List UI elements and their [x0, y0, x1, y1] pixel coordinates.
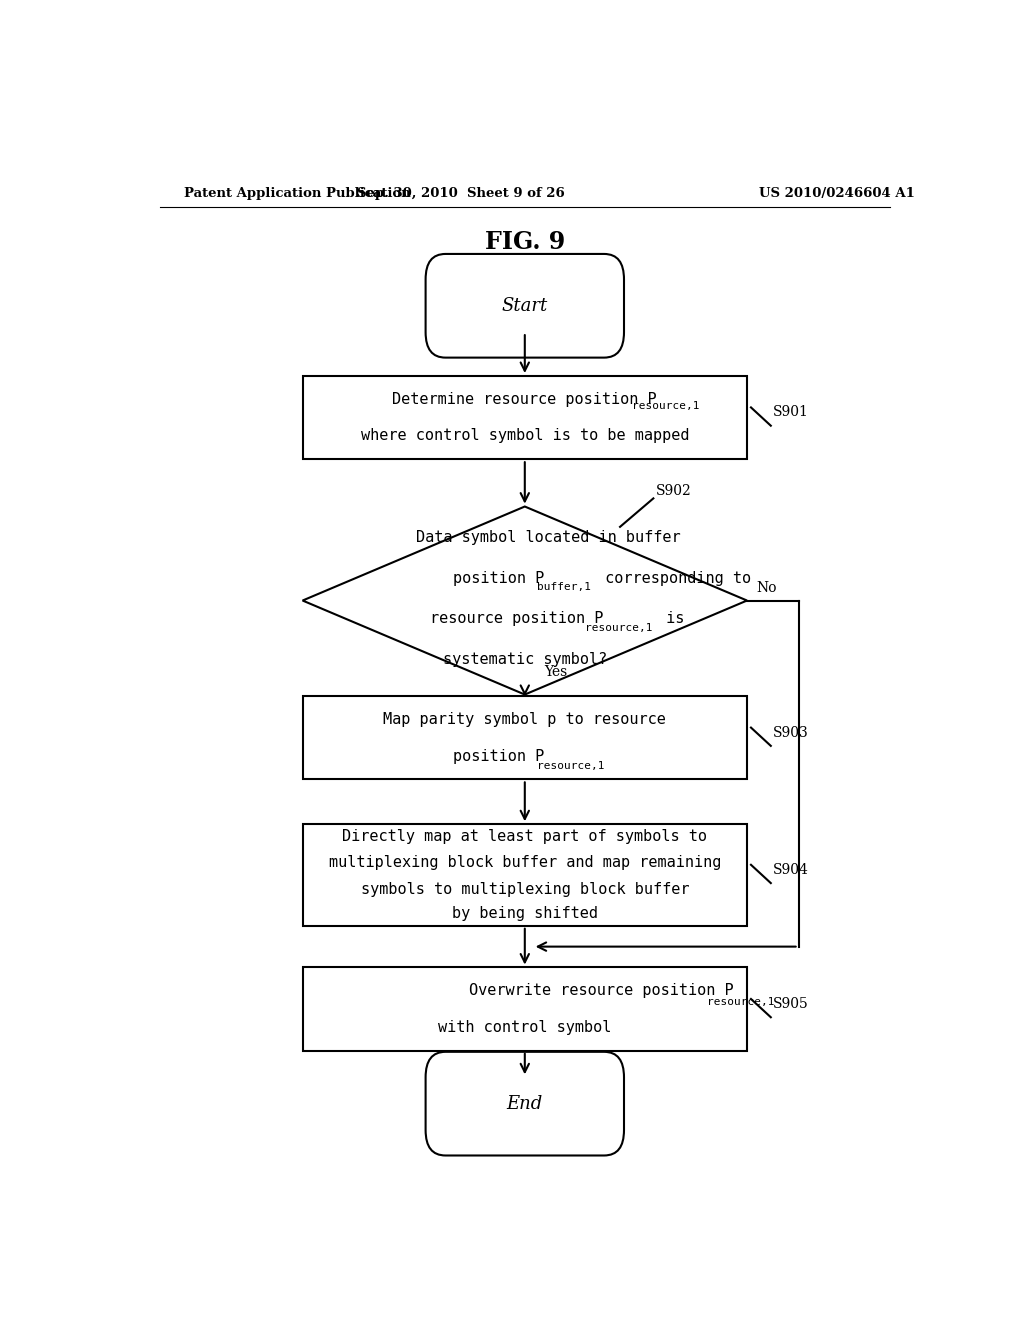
Text: End: End: [507, 1094, 543, 1113]
Text: Start: Start: [502, 297, 548, 314]
Text: S902: S902: [655, 484, 691, 498]
Text: buffer,1: buffer,1: [537, 582, 591, 593]
Text: Patent Application Publication: Patent Application Publication: [183, 187, 411, 201]
Text: with control symbol: with control symbol: [438, 1020, 611, 1035]
Text: resource,1: resource,1: [585, 623, 652, 634]
Text: resource,1: resource,1: [632, 401, 699, 412]
Text: US 2010/0246604 A1: US 2010/0246604 A1: [759, 187, 914, 201]
Text: No: No: [757, 581, 777, 595]
Text: symbols to multiplexing block buffer: symbols to multiplexing block buffer: [360, 882, 689, 896]
Text: Directly map at least part of symbols to: Directly map at least part of symbols to: [342, 829, 708, 843]
Bar: [303, 968, 748, 1051]
Text: multiplexing block buffer and map remaining: multiplexing block buffer and map remain…: [329, 855, 721, 870]
Text: FIG. 9: FIG. 9: [484, 230, 565, 253]
Text: resource position P: resource position P: [430, 611, 603, 626]
Text: is: is: [657, 611, 685, 626]
Text: Sep. 30, 2010  Sheet 9 of 26: Sep. 30, 2010 Sheet 9 of 26: [357, 187, 565, 201]
Text: S901: S901: [773, 405, 809, 420]
Text: Yes: Yes: [545, 665, 568, 680]
Text: resource,1: resource,1: [707, 997, 774, 1007]
Text: systematic symbol?: systematic symbol?: [442, 652, 607, 667]
Text: where control symbol is to be mapped: where control symbol is to be mapped: [360, 429, 689, 444]
Bar: [303, 376, 748, 459]
Text: Overwrite resource position P: Overwrite resource position P: [469, 983, 734, 998]
FancyBboxPatch shape: [426, 253, 624, 358]
FancyBboxPatch shape: [426, 1052, 624, 1155]
Polygon shape: [303, 507, 748, 694]
Text: by being shifted: by being shifted: [452, 906, 598, 921]
Text: Determine resource position P: Determine resource position P: [392, 392, 657, 407]
Text: position P: position P: [454, 570, 545, 586]
Bar: [303, 696, 748, 779]
Text: position P: position P: [454, 748, 545, 763]
Text: Data symbol located in buffer: Data symbol located in buffer: [417, 531, 681, 545]
Text: Map parity symbol p to resource: Map parity symbol p to resource: [383, 711, 667, 727]
Text: corresponding to: corresponding to: [596, 570, 752, 586]
Text: S904: S904: [773, 863, 809, 876]
Text: S905: S905: [773, 997, 809, 1011]
Text: S903: S903: [773, 726, 809, 739]
Bar: [303, 824, 748, 925]
Text: resource,1: resource,1: [537, 762, 604, 771]
